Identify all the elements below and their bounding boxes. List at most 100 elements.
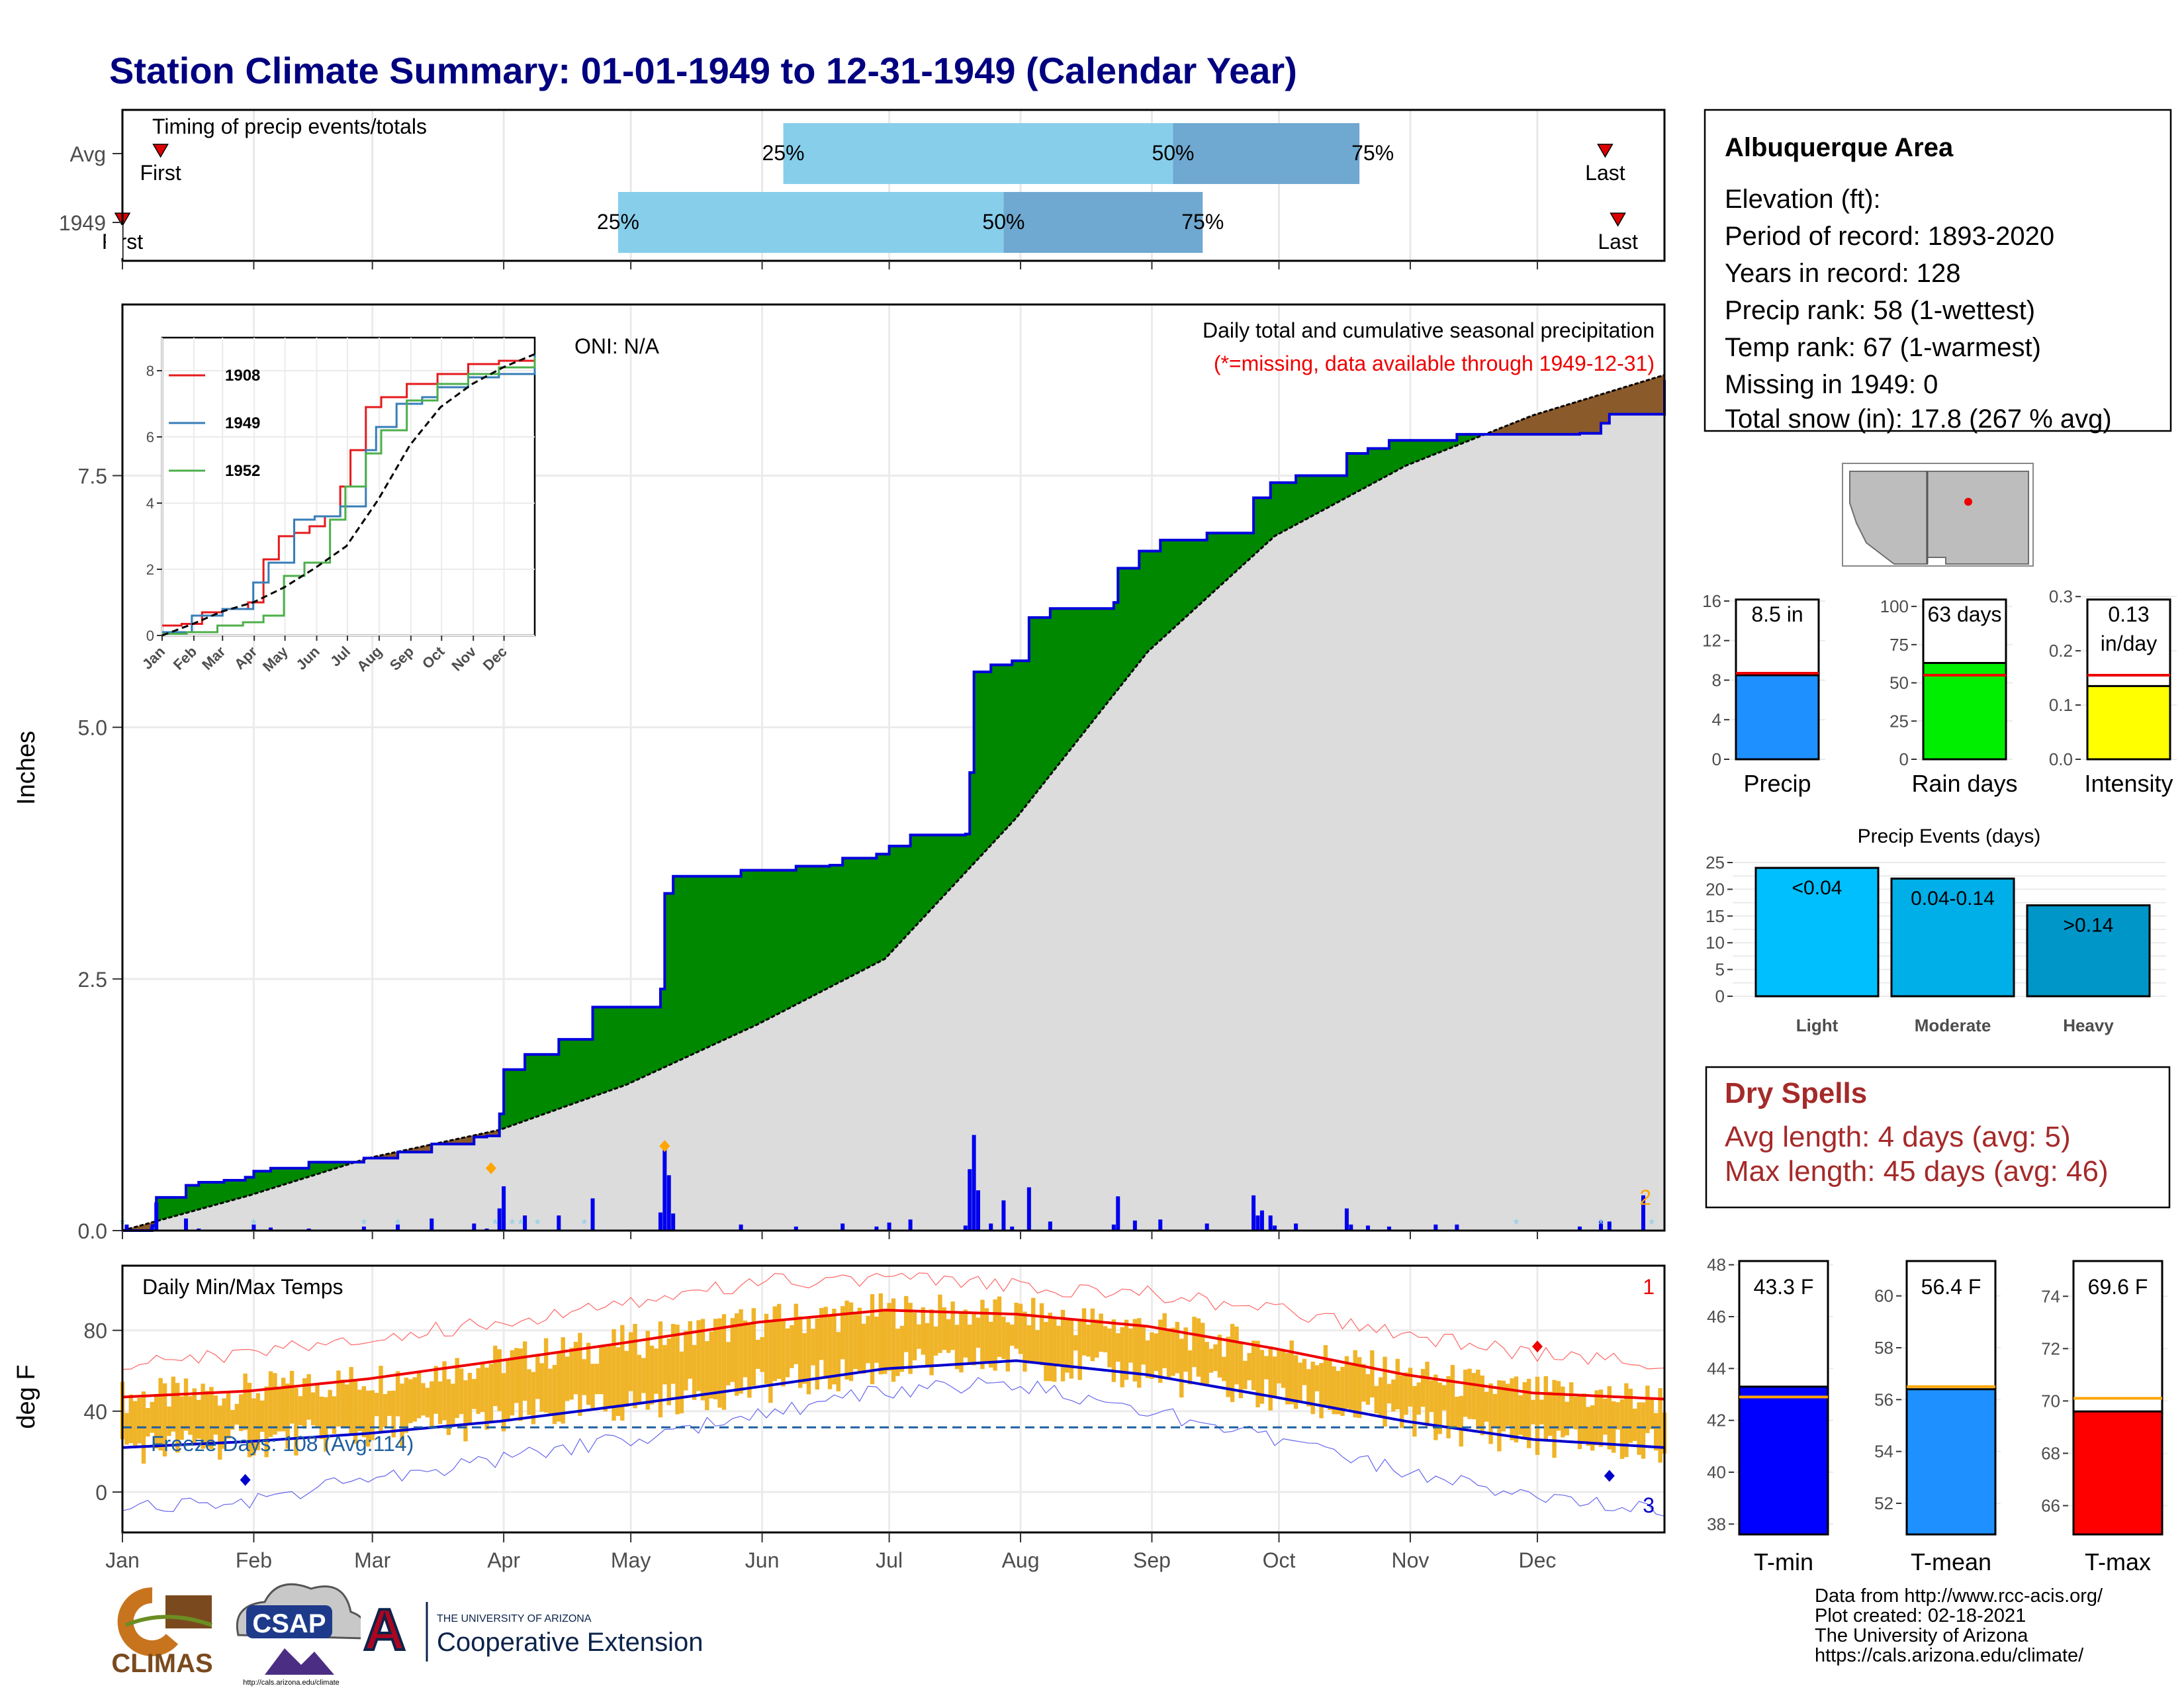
temp-y-tick-label: 54 xyxy=(1874,1442,1893,1462)
above-average-area xyxy=(1003,665,1009,832)
daily-temp-bar xyxy=(1535,1376,1540,1455)
daily-temp-bar xyxy=(239,1394,244,1431)
daily-temp-bar xyxy=(561,1337,565,1424)
y-tick-label: 80 xyxy=(83,1319,107,1343)
above-average-area xyxy=(1257,497,1263,552)
daily-temp-bar xyxy=(649,1345,655,1405)
daily-temp-bar xyxy=(383,1393,388,1427)
daily-temp-bar xyxy=(1328,1358,1332,1410)
daily-temp-bar xyxy=(349,1367,353,1436)
above-average-area xyxy=(283,1168,288,1186)
above-average-area xyxy=(173,1197,178,1217)
daily-temp-bar xyxy=(497,1349,502,1411)
credit-line: Data from http://www.rcc-acis.org/ xyxy=(1815,1585,2103,1607)
below-average-area xyxy=(1600,393,1606,424)
daily-temp-bar xyxy=(543,1338,549,1413)
daily-temp-bar xyxy=(1446,1376,1451,1438)
daily-precip-bar xyxy=(1273,1225,1277,1231)
daily-temp-bar xyxy=(1480,1375,1484,1436)
daily-temp-bar xyxy=(234,1403,240,1425)
daily-temp-bar xyxy=(1090,1308,1095,1362)
month-label: Jan xyxy=(105,1548,140,1572)
daily-temp-bar xyxy=(387,1391,392,1417)
daily-temp-bar xyxy=(1259,1350,1265,1404)
daily-temp-bar xyxy=(641,1358,646,1393)
y-tick-label: 7.5 xyxy=(78,465,107,489)
above-average-area xyxy=(1342,475,1347,500)
daily-temp-bar xyxy=(582,1359,586,1395)
above-average-area xyxy=(880,853,886,962)
temp-y-tick-label: 46 xyxy=(1707,1307,1726,1327)
daily-temp-bar xyxy=(840,1306,845,1360)
above-average-area xyxy=(1147,551,1152,653)
daily-temp-bar xyxy=(1018,1303,1023,1354)
daily-temp-bar xyxy=(1476,1370,1480,1430)
daily-temp-bar xyxy=(463,1380,468,1442)
above-average-area xyxy=(1071,608,1076,749)
daily-temp-bar xyxy=(989,1321,993,1368)
above-average-area xyxy=(1160,539,1165,641)
month-label: May xyxy=(611,1548,651,1572)
daily-temp-bar xyxy=(1298,1362,1302,1402)
daily-temp-bar xyxy=(1251,1340,1256,1391)
daily-temp-bar xyxy=(171,1376,176,1432)
daily-temp-bar xyxy=(1598,1389,1604,1447)
daily-temp-bar xyxy=(654,1348,659,1394)
temp-y-tick-label: 74 xyxy=(2041,1286,2060,1306)
daily-temp-bar xyxy=(1399,1375,1404,1429)
mini-bar-value xyxy=(2086,684,2171,761)
above-average-area xyxy=(1173,539,1178,630)
daily-temp-bar xyxy=(1128,1328,1133,1363)
daily-temp-bar xyxy=(717,1318,722,1408)
daily-temp-bar xyxy=(1370,1350,1375,1397)
daily-temp-bar xyxy=(1505,1383,1510,1427)
daily-precip-bar xyxy=(1158,1219,1163,1231)
mini-y-tick-label: 50 xyxy=(1889,673,1909,693)
daily-temp-bar xyxy=(1023,1311,1027,1372)
above-average-area xyxy=(690,876,695,1056)
above-average-area xyxy=(1024,661,1030,808)
timing-panel: 25%50%75%FirstLastAvg25%50%75%FirstLast1… xyxy=(59,109,1666,262)
daily-temp-bar xyxy=(1459,1395,1463,1447)
above-average-area xyxy=(1058,608,1064,765)
daily-temp-bar xyxy=(353,1381,358,1444)
info-line: Years in record: 128 xyxy=(1725,259,1961,288)
below-average-area xyxy=(1549,408,1555,435)
below-average-area xyxy=(1643,379,1648,415)
daily-precip-bar xyxy=(251,1224,256,1231)
daily-temp-bar xyxy=(488,1364,494,1423)
above-average-area xyxy=(596,1007,602,1096)
last-event-label: Last xyxy=(1585,161,1625,185)
daily-temp-bar xyxy=(1547,1391,1553,1436)
daily-temp-bar xyxy=(1107,1328,1112,1368)
daily-temp-bar xyxy=(1404,1372,1408,1415)
daily-temp-bar xyxy=(882,1311,887,1374)
below-average-area xyxy=(1528,414,1533,435)
temp-bar-value xyxy=(2072,1410,2163,1536)
daily-temp-bar xyxy=(670,1323,676,1384)
daily-temp-bar xyxy=(1531,1399,1535,1425)
daily-temp-bar xyxy=(844,1300,849,1380)
temp-y-tick-label: 52 xyxy=(1874,1493,1893,1513)
daily-temp-bar xyxy=(332,1396,337,1434)
daily-temp-bar xyxy=(1425,1362,1430,1427)
daily-precip-bar xyxy=(908,1219,913,1231)
temp-panel: Freeze Days: 108 (Avg:114) Daily Min/Max … xyxy=(13,1264,1667,1534)
below-average-area xyxy=(1621,386,1627,415)
above-average-area xyxy=(630,1007,635,1084)
daily-temp-bar xyxy=(391,1390,396,1438)
timing-title: Timing of precip events/totals xyxy=(152,115,427,138)
mini-bar-label: Intensity xyxy=(2084,770,2173,797)
daily-temp-bar xyxy=(1073,1335,1078,1351)
info-line: Missing in 1949: 0 xyxy=(1725,370,1938,399)
daily-temp-bar xyxy=(310,1392,316,1426)
above-average-area xyxy=(1092,608,1097,722)
inset-legend-label: 1949 xyxy=(225,414,260,432)
above-average-area xyxy=(829,865,835,988)
daily-temp-bar xyxy=(1162,1313,1167,1368)
daily-temp-bar xyxy=(734,1313,739,1396)
daily-temp-bar xyxy=(162,1383,167,1457)
temp-bar-value xyxy=(1905,1388,1997,1536)
above-average-area xyxy=(868,858,873,968)
